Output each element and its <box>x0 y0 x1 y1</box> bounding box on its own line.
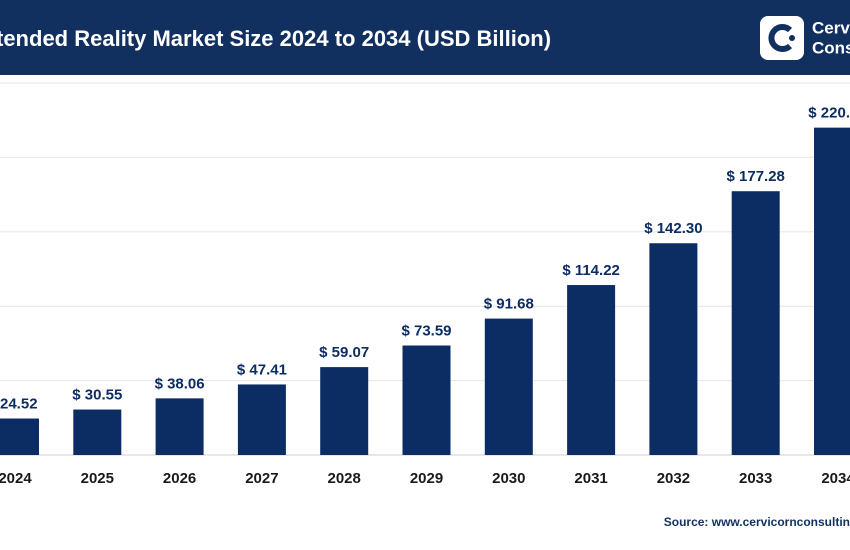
logo-dot <box>789 35 795 41</box>
x-tick-label: 2031 <box>574 470 607 487</box>
value-label: $ 177.28 <box>727 168 785 185</box>
bar <box>731 191 780 455</box>
bar <box>402 345 451 455</box>
logo-mark <box>768 24 793 52</box>
brand-line-2: Consu <box>812 38 850 57</box>
value-label: $ 73.59 <box>401 322 451 339</box>
x-tick-label: 2029 <box>410 470 443 487</box>
value-label: $ 30.55 <box>72 387 122 404</box>
x-tick-label: 2025 <box>81 470 114 487</box>
bar <box>237 384 286 455</box>
value-label: $ 114.22 <box>562 262 620 279</box>
bar <box>567 285 616 455</box>
x-tick-label: 2024 <box>0 470 32 487</box>
value-label: $ 142.30 <box>644 220 702 237</box>
x-tick-label: 2026 <box>163 470 196 487</box>
bar <box>0 418 39 455</box>
header-band <box>0 0 850 75</box>
bar <box>649 243 698 455</box>
x-tick-label: 2033 <box>739 470 772 487</box>
bar <box>814 127 850 455</box>
x-tick-label: 2030 <box>492 470 525 487</box>
value-label: $ 38.06 <box>155 375 205 392</box>
x-tick-label: 2028 <box>328 470 361 487</box>
x-tick-label: 2032 <box>657 470 690 487</box>
bar <box>73 409 122 455</box>
value-label: 24.52 <box>0 395 38 412</box>
value-label: $ 47.41 <box>237 361 287 378</box>
source-note: Source: www.cervicornconsultin <box>664 515 850 529</box>
value-label: $ 220. <box>808 105 850 122</box>
brand-line-1: Cervic <box>812 18 850 37</box>
value-label: $ 91.68 <box>484 296 534 313</box>
bar <box>155 398 204 455</box>
chart-title: tended Reality Market Size 2024 to 2034 … <box>0 26 551 51</box>
value-label: $ 59.07 <box>319 344 369 361</box>
x-tick-label: 2027 <box>245 470 278 487</box>
logo-icon <box>760 16 804 60</box>
bar <box>320 367 369 455</box>
x-tick-label: 2034 <box>821 470 850 487</box>
bar <box>484 318 533 455</box>
